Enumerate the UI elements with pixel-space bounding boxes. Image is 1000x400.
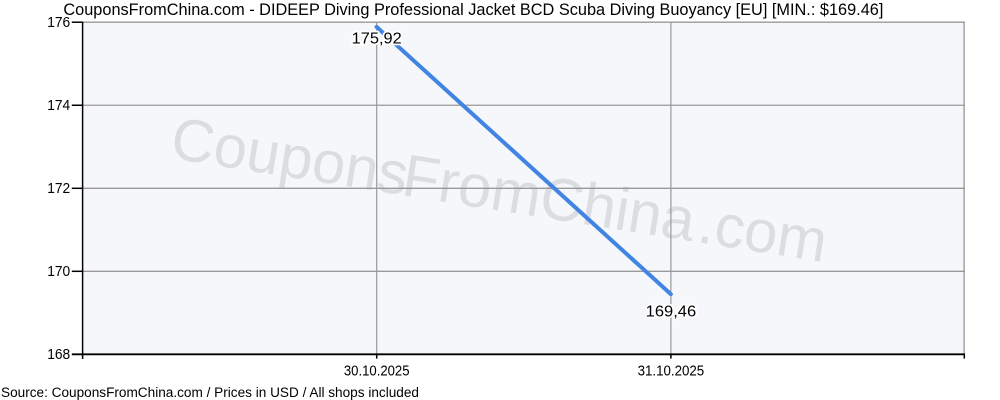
svg-text:174: 174	[47, 98, 70, 114]
svg-text:Source: CouponsFromChina.com /: Source: CouponsFromChina.com / Prices in…	[1, 385, 419, 400]
svg-text:170: 170	[47, 264, 70, 280]
svg-text:175,92: 175,92	[352, 31, 402, 48]
svg-text:168: 168	[47, 347, 70, 363]
svg-text:CouponsFromChina.com - DIDEEP: CouponsFromChina.com - DIDEEP Diving Pro…	[63, 0, 883, 19]
svg-text:31.10.2025: 31.10.2025	[638, 362, 705, 379]
svg-text:30.10.2025: 30.10.2025	[344, 362, 410, 379]
svg-text:176: 176	[47, 15, 70, 31]
svg-text:169,46: 169,46	[646, 303, 697, 320]
svg-text:172: 172	[47, 181, 70, 197]
